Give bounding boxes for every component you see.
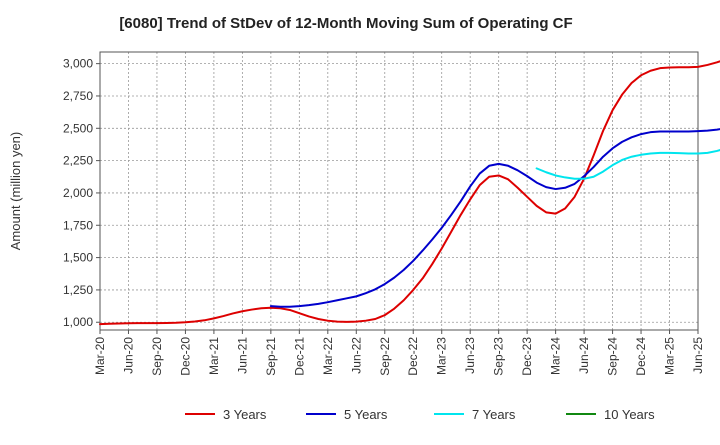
legend-label-10-years: 10 Years [604, 407, 655, 422]
x-tick-label: Dec-20 [178, 337, 192, 376]
x-tick-label: Dec-24 [634, 337, 648, 376]
x-tick-label: Sep-24 [606, 337, 620, 376]
series-line-3-years [99, 60, 720, 326]
x-tick-label: Jun-25 [691, 337, 705, 374]
series-layer [99, 60, 720, 326]
y-tick-label: 2,750 [63, 89, 93, 103]
x-tick-label: Mar-24 [549, 337, 563, 375]
x-tick-label: Sep-23 [492, 337, 506, 376]
y-tick-label: 1,250 [63, 283, 93, 297]
x-tick-label: Mar-23 [435, 337, 449, 375]
legend: 3 Years 5 Years 7 Years 10 Years [185, 407, 655, 422]
x-tick-label: Sep-20 [150, 337, 164, 376]
x-tick-label: Jun-23 [463, 337, 477, 374]
x-tick-label: Mar-22 [321, 337, 335, 375]
y-axis-label: Amount (million yen) [8, 132, 23, 251]
series-line-7-years [535, 149, 720, 180]
y-tick-label: 1,500 [63, 251, 93, 265]
y-tick-label: 3,000 [63, 57, 93, 71]
x-tick-label: Jun-20 [121, 337, 135, 374]
x-tick-label: Dec-22 [406, 337, 420, 376]
legend-label-3-years: 3 Years [223, 407, 267, 422]
y-tick-label: 1,750 [63, 218, 93, 232]
y-tick-label: 2,000 [63, 186, 93, 200]
grid-layer [99, 52, 699, 330]
x-tick-label: Dec-23 [520, 337, 534, 376]
x-tick-label: Mar-21 [207, 337, 221, 375]
x-tick-label: Dec-21 [292, 337, 306, 376]
axis-layer: 1,000 1,250 1,500 1,750 2,000 2,250 2,500 2,750… [63, 51, 705, 376]
x-tick-label: Jun-22 [349, 337, 363, 374]
x-tick-label: Jun-24 [577, 337, 591, 374]
series-line-5-years [269, 128, 720, 308]
legend-label-7-years: 7 Years [472, 407, 516, 422]
x-tick-label: Mar-25 [663, 337, 677, 375]
chart-title: [6080] Trend of StDev of 12-Month Moving… [119, 15, 572, 32]
y-tick-label: 2,500 [63, 121, 93, 135]
x-tick-label: Jun-21 [235, 337, 249, 374]
y-tick-label: 1,000 [63, 315, 93, 329]
x-tick-label: Mar-20 [93, 337, 107, 375]
y-tick-label: 2,250 [63, 154, 93, 168]
x-tick-label: Sep-22 [378, 337, 392, 376]
plot-frame [99, 51, 699, 331]
legend-label-5-years: 5 Years [344, 407, 388, 422]
plot-background [100, 52, 698, 330]
x-tick-label: Sep-21 [264, 337, 278, 376]
